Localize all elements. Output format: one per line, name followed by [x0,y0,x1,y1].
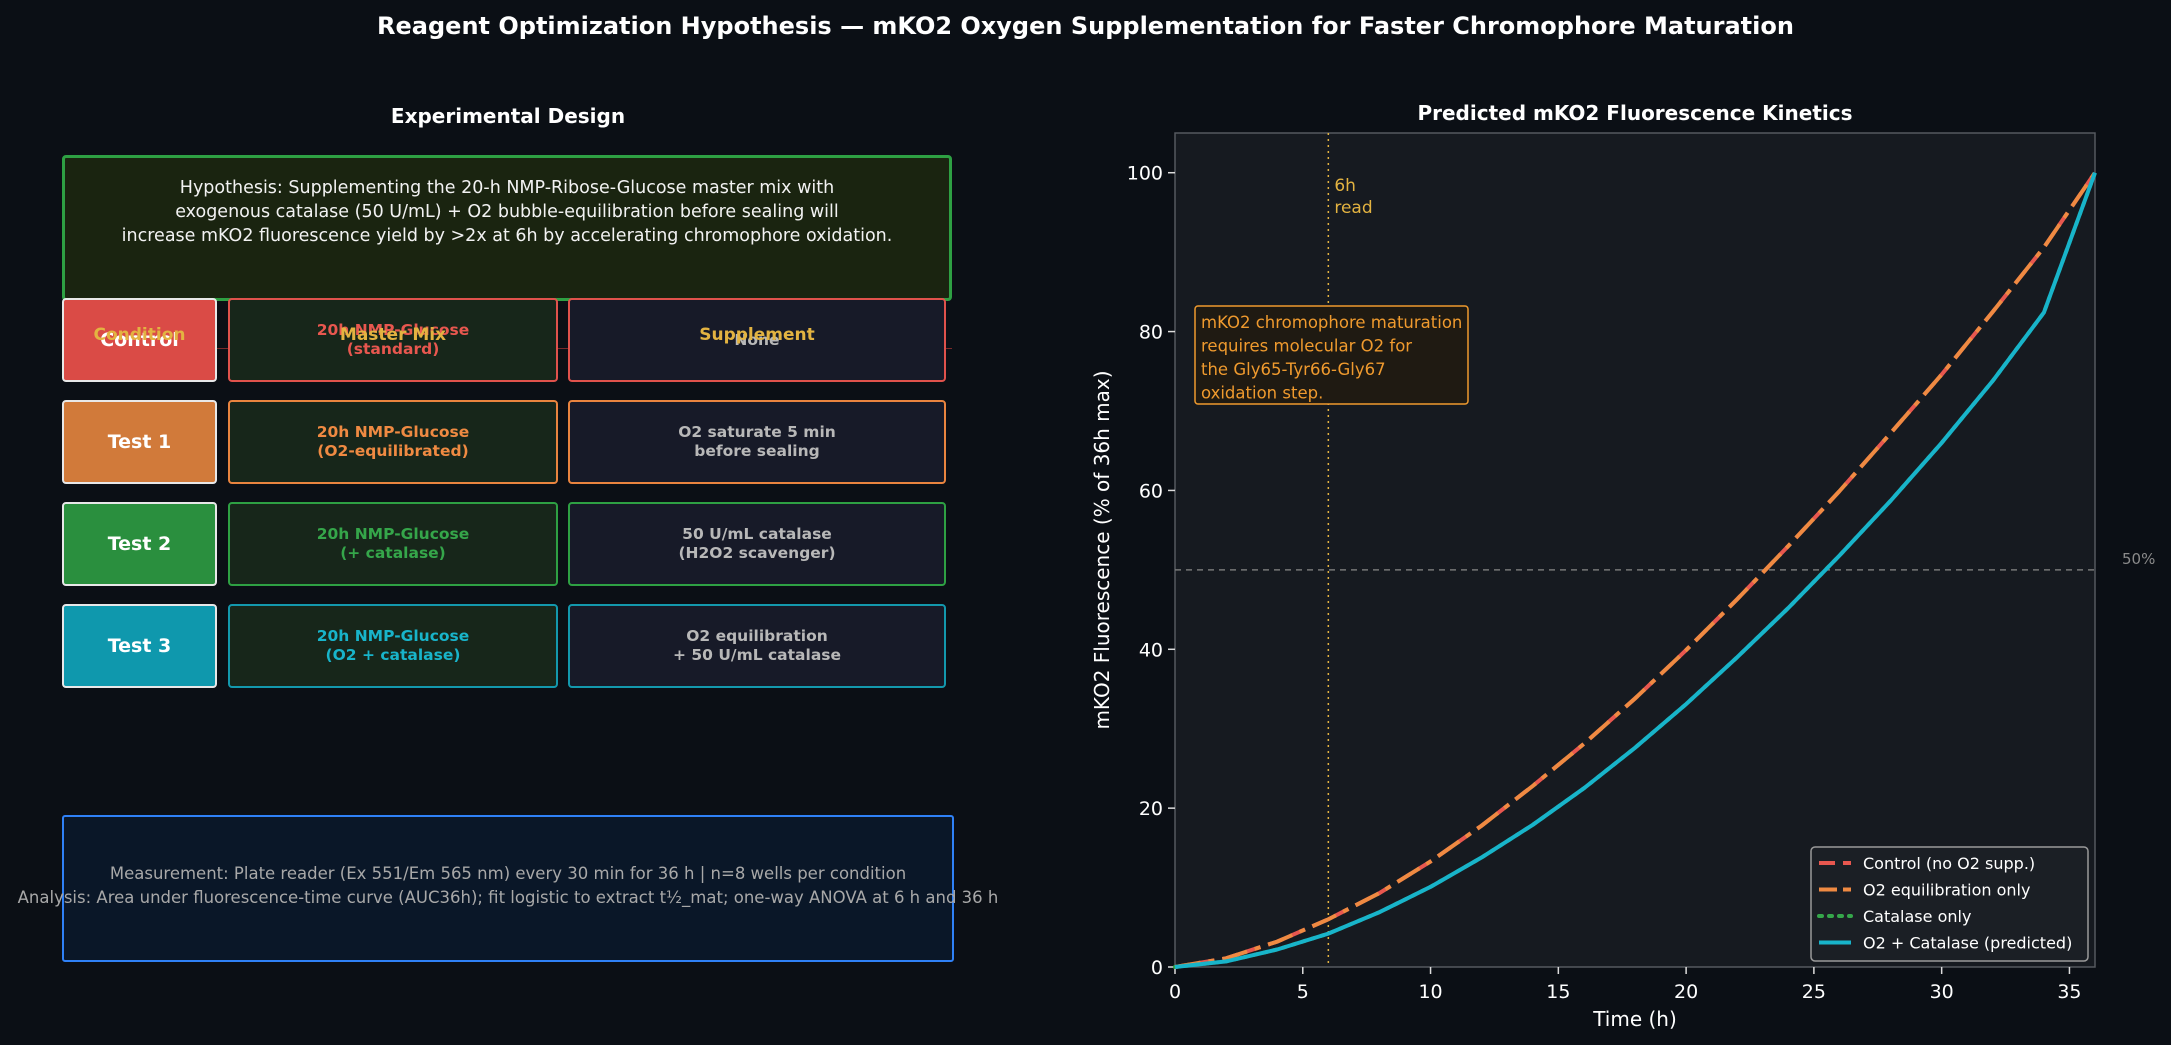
annotation-line: mKO2 chromophore maturation [1201,313,1462,332]
supplement-line: (H2O2 scavenger) [678,544,836,562]
x-tick-label: 20 [1674,981,1698,1003]
supplement-cell: O2 equilibration + 50 U/mL catalase [568,604,946,688]
six-hour-read-label: read [1334,198,1372,218]
master-mix-line: 20h NMP-Glucose [316,525,470,543]
plot-area [1174,132,2096,968]
condition-cell: Control [62,298,217,382]
master-mix-line: (O2 + catalase) [325,646,461,664]
supplement-line: 50 U/mL catalase [682,525,832,543]
condition-cell: Test 3 [62,604,217,688]
measurement-line: Measurement: Plate reader (Ex 551/Em 565… [109,864,907,883]
master-mix-line: (O2-equilibrated) [317,442,469,460]
hypothesis-line: increase mKO2 fluorescence yield by >2x … [121,226,893,246]
measurement-text: Measurement: Plate reader (Ex 551/Em 565… [0,862,1016,910]
analysis-line: Analysis: Area under fluorescence-time c… [17,888,999,907]
x-tick-label: 35 [2057,981,2081,1003]
x-axis-label: Time (h) [1592,1007,1677,1031]
supplement-line: + 50 U/mL catalase [672,646,842,664]
master-mix-cell: 20h NMP-Glucose (standard) [228,298,558,382]
supplement-line: O2 saturate 5 min [678,423,836,441]
x-tick-label: 30 [1930,981,1954,1003]
legend-label: Catalase only [1863,907,1971,926]
supplement-cell: O2 saturate 5 min before sealing [568,400,946,484]
x-tick-label: 25 [1802,981,1826,1003]
y-tick-label: 60 [1139,480,1163,502]
master-mix-cell: 20h NMP-Glucose (O2 + catalase) [228,604,558,688]
hypothesis-line: exogenous catalase (50 U/mL) + O2 bubble… [175,202,839,222]
annotation-box [1194,305,1469,405]
y-tick-label: 0 [1151,957,1163,979]
hypothesis-box: Hypothesis: Supplementing the 20-h NMP-R… [62,155,952,301]
annotation-line: the Gly65-Tyr66-Gly67 [1201,360,1386,379]
legend-label: Control (no O2 supp.) [1863,854,2035,873]
master-mix-line: (+ catalase) [340,544,446,562]
annotation-line: requires molecular O2 for [1201,337,1412,356]
hypothesis-line: Hypothesis: Supplementing the 20-h NMP-R… [179,178,835,198]
annotation-line: oxidation step. [1201,384,1323,403]
y-tick-label: 80 [1139,322,1163,344]
six-hour-read-label: 6h [1334,176,1356,196]
header-condition: Condition [93,325,186,345]
master-mix-line: 20h NMP-Glucose [316,627,470,645]
y-axis-label: mKO2 Fluorescence (% of 36h max) [1090,370,1114,729]
chart-title: Predicted mKO2 Fluorescence Kinetics [1417,101,1852,125]
fifty-percent-label: 50% [2122,550,2155,568]
legend-label: O2 equilibration only [1863,881,2030,900]
x-tick-label: 15 [1546,981,1570,1003]
y-tick-label: 40 [1139,639,1163,661]
legend-box [1810,846,2089,962]
supplement-cell: 50 U/mL catalase (H2O2 scavenger) [568,502,946,586]
legend-label: O2 + Catalase (predicted) [1863,934,2072,953]
master-mix-line: 20h NMP-Glucose [316,321,470,339]
condition-cell: Test 2 [62,502,217,586]
supplement-cell: None [568,298,946,382]
supplement-line: before sealing [694,442,820,460]
series-line-1 [1174,171,2097,969]
header-supplement: Supplement [699,325,815,345]
figure-title: Reagent Optimization Hypothesis — mKO2 O… [377,12,1794,40]
design-table-header: Condition Master Mix Supplement [62,325,952,351]
measurement-box [62,815,954,962]
x-tick-label: 10 [1418,981,1442,1003]
condition-cell: Test 1 [62,400,217,484]
supplement-line: O2 equilibration [686,627,828,645]
master-mix-line: (standard) [346,340,440,358]
design-panel-title: Experimental Design [390,104,626,128]
x-tick-label: 5 [1297,981,1309,1003]
supplement-line: None [734,330,780,349]
master-mix-cell: 20h NMP-Glucose (+ catalase) [228,502,558,586]
y-tick-label: 20 [1139,798,1163,820]
master-mix-line: 20h NMP-Glucose [316,423,470,441]
x-tick-label: 0 [1169,981,1181,1003]
series-line-3 [1174,172,2097,969]
master-mix-cell: 20h NMP-Glucose (O2-equilibrated) [228,400,558,484]
header-master-mix: Master Mix [339,325,447,345]
y-tick-label: 100 [1127,163,1163,185]
